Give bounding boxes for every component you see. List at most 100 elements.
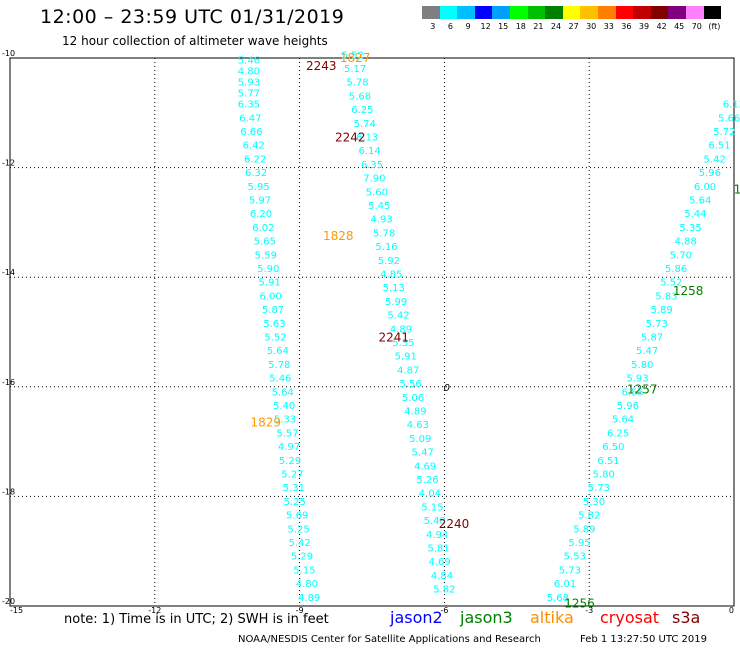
colorbar-label: 9 [465,22,471,31]
track-point-value: 5.91 [395,352,417,363]
colorbar-swatch [562,6,581,19]
track-point-value: 4.97 [278,442,300,453]
track-point-value: 5.25 [284,497,306,508]
footer-note: note: 1) Time is in UTC; 2) SWH is in fe… [64,612,329,627]
track-point-value: 5.63 [263,319,285,330]
track-point-value: 5.64 [272,387,294,398]
track-point-value: 5.64 [689,195,711,206]
track-point-value: 5.15 [421,502,443,513]
x-tick-label: -15 [10,606,23,615]
track-point-value: 6.51 [708,141,730,152]
track-point-value: 5.48 [424,516,446,527]
track-point-value: 5.06 [402,393,424,404]
colorbar-label: 18 [515,22,526,31]
track-point-value: 5.30 [583,497,605,508]
track-point-value: 5.87 [641,332,663,343]
y-tick-label: -12 [2,159,15,168]
track-point-value: 5.99 [385,297,407,308]
x-tick-label: -12 [148,606,161,615]
track-point-value: 7.90 [363,174,385,185]
track-point-value: 5.33 [274,415,296,426]
pass-time-label: 12 [734,183,740,197]
colorbar-label: (ft) [708,22,721,31]
colorbar-swatch [580,6,598,19]
track-point-value: 5.87 [262,305,284,316]
track-point-value: 4.88 [675,237,697,248]
track-point-value: 5.77 [238,89,260,100]
track-point-value: 6.66 [240,127,262,138]
chart-marker-label: 0 [444,383,450,394]
track-point-value: 5.82 [578,511,600,522]
pass-time-label: 2240 [439,517,470,531]
colorbar-swatch [668,6,686,19]
pass-time-label: 1256 [564,596,595,610]
pass-time-label: 1257 [627,383,658,397]
x-tick-label: 0 [729,606,734,615]
track-point-value: 5.69 [286,511,308,522]
timestamp-text: Feb 1 13:27:50 UTC 2019 [580,634,707,645]
colorbar-label: 3 [430,22,436,31]
pass-time-label: 1829 [251,415,282,429]
y-tick-label: -14 [2,268,15,277]
track-point-value: 5.57 [276,428,298,439]
track-point-value: 6.14 [358,146,380,157]
colorbar-swatch [545,6,563,19]
colorbar-label: 6 [447,22,453,31]
colorbar-label: 70 [691,22,702,31]
colorbar-swatch [633,6,651,19]
colorbar-label: 39 [638,22,650,31]
track-point-value: 5.29 [279,456,301,467]
track-point-value: 5.80 [631,360,653,371]
track-point-value: 6.47 [239,113,261,124]
track-point-value: 5.96 [617,401,639,412]
track-point-value: 6.20 [250,209,272,220]
track-point-value: 5.26 [416,475,438,486]
track-point-value: 5.73 [588,483,610,494]
colorbar-swatch [598,6,616,19]
satellite-legend-jason2: jason2 [390,608,443,627]
track-point-value: 5.86 [665,264,687,275]
track-point-value: 5.95 [247,182,269,193]
track-point-value: 5.52 [660,278,682,289]
track-point-value: 5.13 [383,283,405,294]
track-point-value: 5.42 [387,311,409,322]
track-point-value: 5.66 [718,113,740,124]
track-point-value: 5.95 [568,538,590,549]
colorbar-swatch [474,6,493,19]
pass-time-label: 2241 [378,330,409,344]
track-point-value: 6.32 [245,168,267,179]
track-point-value: 5.60 [366,187,388,198]
track-point-value: 5.74 [354,119,376,130]
track-point-value: 5.35 [679,223,701,234]
credit-text: NOAA/NESDIS Center for Satellite Applica… [238,634,541,645]
colorbar-swatch [650,6,669,19]
track-point-value: 6.01 [554,579,576,590]
track-point-value: 5.72 [713,127,735,138]
track-point-value: 6.35 [361,160,383,171]
track-point-value: 5.25 [288,524,310,535]
y-tick-label: -10 [2,49,15,58]
colorbar-swatch [686,6,704,19]
track-point-value: 5.73 [646,319,668,330]
satellite-legend-s3a: s3a [672,608,701,627]
track-point-value: 5.68 [547,593,569,604]
colorbar-swatch [439,6,458,19]
track-point-value: 5.47 [636,346,658,357]
track-point-value: 4.84 [431,571,453,582]
track-point-value: 6.25 [351,105,373,116]
track-point-value: 5.46 [269,374,291,385]
track-point-value: 5.46 [238,56,260,67]
track-point-value: 5.59 [255,250,277,261]
track-point-value: 5.09 [409,434,431,445]
track-point-value: 5.93 [626,374,648,385]
colorbar-label: 15 [498,22,509,31]
colorbar-label: 12 [480,22,491,31]
x-tick-label: -3 [585,606,593,615]
track-point-value: 4.80 [238,67,260,78]
track-point-value: 4.93 [371,215,393,226]
track-point-value: 5.47 [412,448,434,459]
track-point-value: 5.80 [593,469,615,480]
satellite-legend-jason3: jason3 [460,608,513,627]
track-point-value: 4.80 [296,579,318,590]
